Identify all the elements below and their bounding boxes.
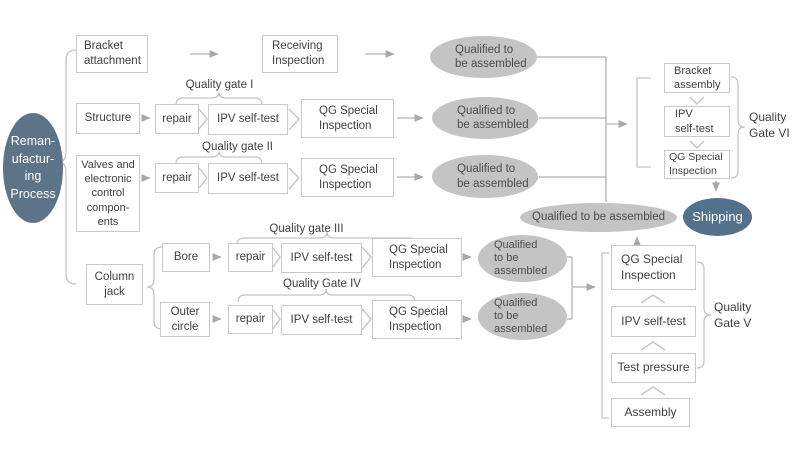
- chevron-down-icon: [689, 140, 705, 149]
- label-quality-gate-3: Quality gate III: [269, 223, 344, 235]
- chevron-up-icon: [640, 294, 666, 304]
- label-quality-gate-5: Quality Gate V: [714, 300, 752, 330]
- box-ipv-self-test-1: IPV self-test: [208, 104, 288, 135]
- brace-quality-gate-5: [696, 261, 712, 369]
- box-bracket-assembly: Bracket assembly: [664, 63, 730, 93]
- box-qg-special-inspection-1: QG Special Inspection: [301, 99, 394, 138]
- box-test-pressure: Test pressure: [611, 353, 696, 383]
- qualified-ellipse-4: Qualified to be assembled: [478, 235, 567, 282]
- box-repair-3: repair: [228, 243, 273, 272]
- chevron-right-icon: [198, 167, 208, 189]
- box-qg-special-inspection-2: QG Special Inspection: [301, 158, 394, 197]
- box-valves: Valves and electronic control compon- en…: [76, 155, 140, 232]
- brace-quality-gate-6: [730, 76, 746, 179]
- qualified-ellipse-5: Qualified to be assembled: [478, 293, 567, 340]
- bracket-gate6-group: [636, 77, 651, 168]
- chevron-right-icon: [272, 309, 281, 330]
- box-qg-special-inspection-5: QG Special Inspection: [611, 245, 696, 290]
- chevron-right-icon: [198, 108, 208, 130]
- box-ipv-self-test-5: IPV self-test: [611, 306, 696, 337]
- qualified-ellipse-1: Qualified to be assembled: [430, 36, 537, 78]
- box-qg-special-inspection-4: QG Special Inspection: [372, 300, 462, 339]
- chevron-right-icon: [288, 108, 300, 131]
- box-repair-4: repair: [228, 305, 273, 334]
- box-ipv-self-test-3: IPV self-test: [281, 243, 362, 273]
- chevron-right-icon: [361, 308, 372, 331]
- qualified-ellipse-wide: Qualified to be assembled: [520, 203, 677, 232]
- box-ipv-self-test-6: IPV self-test: [664, 106, 730, 137]
- box-repair-2: repair: [155, 163, 199, 193]
- chevron-down-icon: [689, 96, 705, 105]
- qualified-ellipse-2: Qualified to be assembled: [432, 97, 538, 139]
- box-qg-special-inspection-3: QG Special Inspection: [372, 238, 462, 277]
- label-quality-gate-2: Quality gate II: [202, 141, 273, 153]
- box-repair-1: repair: [155, 104, 199, 134]
- box-outer-circle: Outer circle: [160, 302, 210, 337]
- chevron-up-icon: [640, 341, 666, 351]
- box-assembly: Assembly: [611, 398, 690, 427]
- chevron-up-icon: [640, 386, 666, 396]
- box-receiving-inspection: Receiving Inspection: [262, 35, 338, 73]
- box-ipv-self-test-2: IPV self-test: [208, 163, 288, 194]
- label-quality-gate-6: Quality Gate VI: [749, 110, 790, 140]
- qualified-ellipse-3: Qualified to be assembled: [432, 155, 538, 198]
- box-column-jack: Column jack: [86, 264, 143, 305]
- bracket-gate5-group: [601, 252, 609, 419]
- process-start-ellipse: Reman- ufactur- ing Process: [3, 113, 63, 223]
- box-bore: Bore: [162, 243, 210, 272]
- chevron-right-icon: [272, 247, 281, 268]
- box-ipv-self-test-4: IPV self-test: [281, 305, 362, 335]
- box-qg-special-inspection-6: QG Special Inspection: [664, 150, 730, 179]
- box-bracket-attachment: Bracket attachment: [76, 35, 148, 73]
- shipping-ellipse: Shipping: [683, 198, 752, 236]
- label-quality-gate-4: Quality Gate IV: [283, 278, 361, 290]
- chevron-right-icon: [361, 246, 372, 269]
- label-quality-gate-1: Quality gate I: [185, 79, 254, 91]
- box-structure: Structure: [76, 103, 140, 134]
- chevron-right-icon: [288, 167, 300, 190]
